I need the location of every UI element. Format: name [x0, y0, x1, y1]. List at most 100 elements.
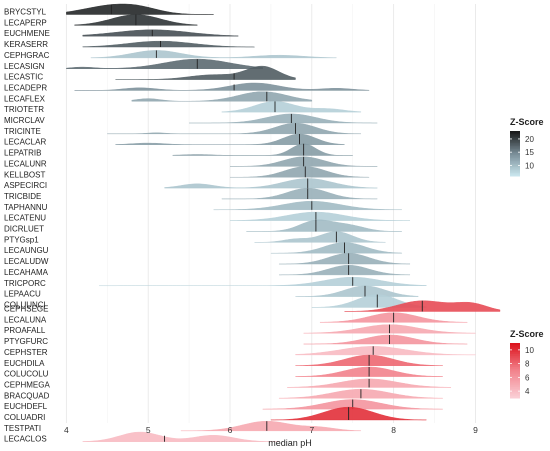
series-label-cephsege: CEPHSEGE: [4, 305, 48, 314]
legend-tick-label: 15: [525, 148, 534, 157]
legend-colorbar-segment: [510, 387, 520, 390]
legend-colorbar-segment: [510, 352, 520, 355]
ridge-kellbost: [229, 166, 370, 178]
series-label-colucolu: COLUCOLU: [4, 370, 49, 379]
legend-colorbar-segment: [510, 134, 520, 136]
legend-colorbar-segment: [510, 167, 520, 169]
legend-colorbar-segment: [510, 171, 520, 174]
series-label-lecaludw: LECALUDW: [4, 257, 49, 266]
legend-colorbar-segment: [510, 152, 520, 154]
series-label-triotetr: TRIOTETR: [4, 105, 44, 114]
legend-colorbar-segment: [510, 144, 520, 147]
legend-colorbar-segment: [510, 143, 520, 145]
series-label-cephgrac: CEPHGRAC: [4, 51, 50, 60]
ridge-lecatenu: [229, 211, 411, 221]
x-tick-label: 4: [64, 425, 69, 435]
legend-colorbar-segment: [510, 350, 520, 353]
ridge-lecaflex: [131, 91, 313, 102]
series-label-cephster: CEPHSTER: [4, 348, 48, 357]
legend-colorbar-segment: [510, 388, 520, 392]
ridge-ptygfurc: [303, 334, 468, 345]
x-tick-label: 9: [473, 425, 478, 435]
legend-colorbar-segment: [510, 135, 520, 138]
legend-title: Z-Score: [510, 117, 544, 127]
ridge-testpati: [180, 421, 362, 432]
series-label-proafall: PROAFALL: [4, 326, 46, 335]
legend-colorbar-segment: [510, 137, 520, 139]
ridge-tricbide: [221, 187, 378, 200]
legend-colorbar-segment: [510, 141, 520, 144]
legend-colorbar-segment: [510, 366, 520, 370]
legend-colorbar-segment: [510, 372, 520, 375]
series-label-brycstyl: BRYCSTYL: [4, 8, 47, 17]
ridge-dicrluet: [246, 219, 402, 232]
legend-colorbar-segment: [510, 173, 520, 175]
legend-colorbar-segment: [510, 168, 520, 171]
legend-colorbar-segment: [510, 346, 520, 349]
legend-colorbar-segment: [510, 138, 520, 141]
series-label-testpati: TESTPATI: [4, 424, 41, 433]
legend-tick-label: 10: [525, 161, 534, 170]
ridge-tricinte: [106, 123, 362, 135]
legend-colorbar-segment: [510, 132, 520, 135]
series-label-cephmega: CEPHMEGA: [4, 380, 50, 389]
ridge-taphannu: [213, 201, 403, 210]
legend-colorbar-segment: [510, 374, 520, 377]
legend-colorbar-segment: [510, 147, 520, 150]
grid: [65, 4, 476, 423]
series-label-lecastic: LECASTIC: [4, 73, 43, 82]
series-label-lecalunr: LECALUNR: [4, 159, 47, 168]
legend-colorbar-segment: [510, 368, 520, 371]
legend-colorbar-segment: [510, 161, 520, 163]
legend-tick-label: 20: [525, 135, 534, 144]
legend-colorbar-segment: [510, 359, 520, 362]
legend-colorbar-segment: [510, 170, 520, 172]
legend-colorbar-segment: [510, 365, 520, 368]
legend-colorbar-segment: [510, 146, 520, 148]
x-tick-label: 7: [309, 425, 314, 435]
ridge-ptygsp1: [254, 231, 386, 243]
ridge-tricporc: [98, 276, 427, 286]
legend-colorbar-segment: [510, 131, 520, 133]
legend-colorbar-segment: [510, 396, 520, 399]
series-label-lepaacu: LEPAACU: [4, 290, 41, 299]
series-label-taphannu: TAPHANNU: [4, 203, 48, 212]
series-label-euchdefl: EUCHDEFL: [4, 402, 48, 411]
legend-colorbar-segment: [510, 344, 520, 348]
legend-colorbar-segment: [510, 174, 520, 177]
x-tick-label: 6: [228, 425, 233, 435]
legend-colorbar-segment: [510, 343, 520, 346]
series-label-euchdila: EUCHDILA: [4, 359, 45, 368]
legend-colorbar-segment: [510, 140, 520, 142]
series-label-lecaclar: LECACLAR: [4, 138, 46, 147]
legend-colorbar-segment: [510, 153, 520, 156]
ridge-lecahama: [279, 265, 411, 276]
legend-colorbar-segment: [510, 162, 520, 165]
ridge-lecaungu: [270, 242, 403, 254]
ridge-lecaclar: [115, 133, 345, 145]
legend-tick-label: 6: [525, 373, 530, 382]
ridge-micrclav: [189, 113, 378, 124]
legend-colorbar-segment: [510, 149, 520, 151]
legend-colorbar-segment: [510, 155, 520, 157]
legend-colorbar-segment: [510, 376, 520, 379]
legend-colorbar-segment: [510, 383, 520, 386]
series-label-euchmene: EUCHMENE: [4, 29, 50, 38]
series-label-lepatrib: LEPATRIB: [4, 149, 42, 158]
series-label-tricbide: TRICBIDE: [4, 192, 41, 201]
legend-colorbar-segment: [510, 385, 520, 388]
series-label-coluunci: COLUUNCI: [4, 300, 46, 309]
legend-colorbar-segment: [510, 164, 520, 166]
x-axis: 4 5 6 7 8 9: [64, 425, 478, 435]
series-label-dicrluet: DICRLUET: [4, 225, 44, 234]
legend-colorbar-segment: [510, 381, 520, 384]
ridges: [66, 3, 501, 442]
legend-colorbar-segment: [510, 390, 520, 393]
ridge-brycstyl: [66, 3, 214, 15]
legend-tick-label: 10: [525, 346, 534, 355]
series-label-lecaluna: LECALUNA: [4, 315, 47, 324]
series-label-lecahama: LECAHAMA: [4, 268, 49, 277]
series-label-lecaungu: LECAUNGU: [4, 246, 49, 255]
